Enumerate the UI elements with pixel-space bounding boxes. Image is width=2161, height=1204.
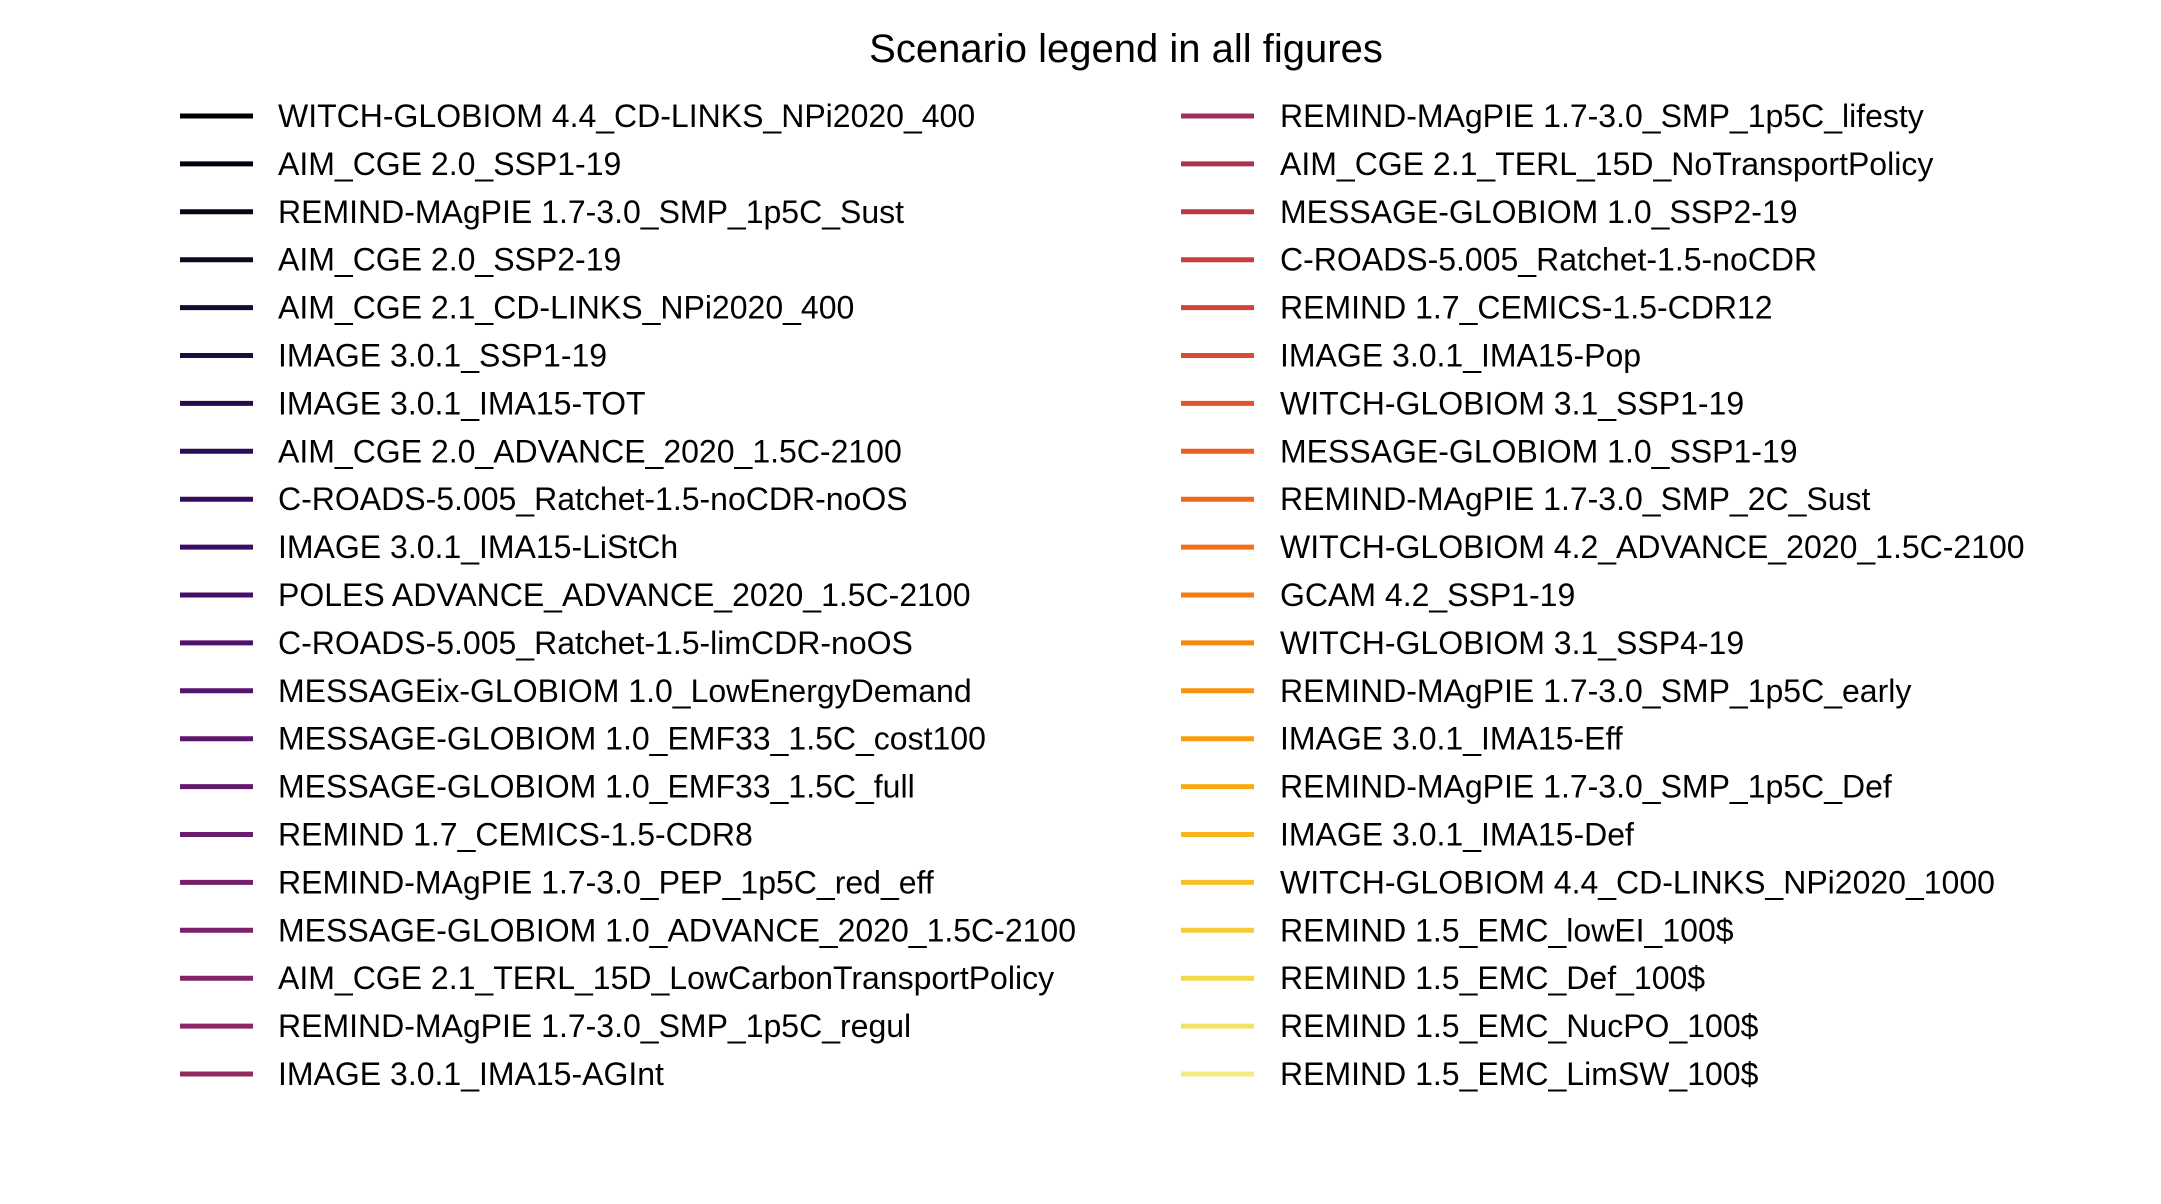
legend-label: IMAGE 3.0.1_SSP1-19 [278,338,607,374]
legend-label: AIM_CGE 2.1_TERL_15D_LowCarbonTransportP… [278,960,1054,996]
legend-label: REMIND 1.7_CEMICS-1.5-CDR8 [278,817,753,853]
legend-label: C-ROADS-5.005_Ratchet-1.5-noCDR [1280,242,1817,278]
legend-label: AIM_CGE 2.0_SSP1-19 [278,146,621,182]
legend-label: WITCH-GLOBIOM 4.4_CD-LINKS_NPi2020_1000 [1280,864,1995,900]
legend-label: REMIND-MAgPIE 1.7-3.0_SMP_1p5C_early [1280,673,1911,709]
legend-label: REMIND 1.5_EMC_Def_100$ [1280,960,1705,996]
legend-label: POLES ADVANCE_ADVANCE_2020_1.5C-2100 [278,577,971,613]
legend-label: REMIND 1.7_CEMICS-1.5-CDR12 [1280,290,1773,326]
legend-label: IMAGE 3.0.1_IMA15-AGInt [278,1056,664,1092]
legend-column-left: WITCH-GLOBIOM 4.4_CD-LINKS_NPi2020_400 AI… [180,98,1076,1092]
legend-label: IMAGE 3.0.1_IMA15-Def [1280,817,1634,853]
legend-column-right: REMIND-MAgPIE 1.7-3.0_SMP_1p5C_lifesty AI… [1181,98,2025,1092]
legend-label: IMAGE 3.0.1_IMA15-Pop [1280,338,1641,374]
legend-label: MESSAGE-GLOBIOM 1.0_SSP1-19 [1280,433,1798,469]
legend-label: C-ROADS-5.005_Ratchet-1.5-limCDR-noOS [278,625,913,661]
legend-label: IMAGE 3.0.1_IMA15-TOT [278,385,646,421]
legend-label: WITCH-GLOBIOM 4.2_ADVANCE_2020_1.5C-2100 [1280,529,2025,565]
legend-label: WITCH-GLOBIOM 3.1_SSP1-19 [1280,385,1744,421]
legend-label: REMIND-MAgPIE 1.7-3.0_SMP_1p5C_lifesty [1280,98,1924,134]
legend-label: WITCH-GLOBIOM 4.4_CD-LINKS_NPi2020_400 [278,98,975,134]
legend-label: IMAGE 3.0.1_IMA15-LiStCh [278,529,678,565]
legend-label: REMIND 1.5_EMC_NucPO_100$ [1280,1008,1759,1044]
legend-label: WITCH-GLOBIOM 3.1_SSP4-19 [1280,625,1744,661]
legend-label: MESSAGEix-GLOBIOM 1.0_LowEnergyDemand [278,673,972,709]
legend-label: GCAM 4.2_SSP1-19 [1280,577,1575,613]
legend-label: REMIND-MAgPIE 1.7-3.0_SMP_1p5C_regul [278,1008,911,1044]
legend-label: AIM_CGE 2.0_ADVANCE_2020_1.5C-2100 [278,433,902,469]
legend-label: AIM_CGE 2.1_TERL_15D_NoTransportPolicy [1280,146,1933,182]
legend-label: REMIND 1.5_EMC_LimSW_100$ [1280,1056,1759,1092]
legend-label: MESSAGE-GLOBIOM 1.0_EMF33_1.5C_cost100 [278,721,986,757]
legend-label: REMIND-MAgPIE 1.7-3.0_SMP_1p5C_Sust [278,194,904,230]
legend-label: REMIND-MAgPIE 1.7-3.0_SMP_1p5C_Def [1280,769,1892,805]
chart-title: Scenario legend in all figures [869,27,1383,71]
legend-label: REMIND-MAgPIE 1.7-3.0_SMP_2C_Sust [1280,481,1871,517]
legend-label: REMIND-MAgPIE 1.7-3.0_PEP_1p5C_red_eff [278,864,934,900]
legend-label: C-ROADS-5.005_Ratchet-1.5-noCDR-noOS [278,481,908,517]
legend-label: REMIND 1.5_EMC_lowEI_100$ [1280,912,1734,948]
legend-label: AIM_CGE 2.0_SSP2-19 [278,242,621,278]
legend-label: IMAGE 3.0.1_IMA15-Eff [1280,721,1623,757]
legend-label: AIM_CGE 2.1_CD-LINKS_NPi2020_400 [278,290,854,326]
legend-label: MESSAGE-GLOBIOM 1.0_ADVANCE_2020_1.5C-21… [278,912,1076,948]
legend-label: MESSAGE-GLOBIOM 1.0_EMF33_1.5C_full [278,769,915,805]
legend-label: MESSAGE-GLOBIOM 1.0_SSP2-19 [1280,194,1798,230]
